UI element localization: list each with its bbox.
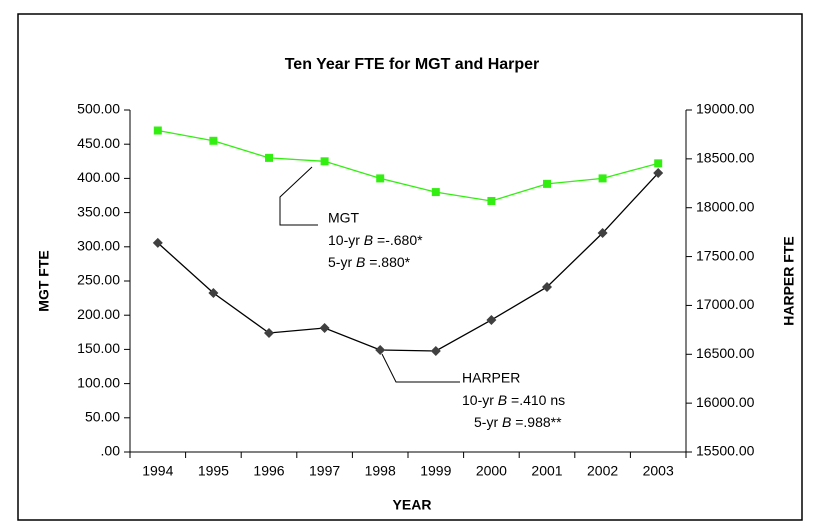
annotation-symbol: B xyxy=(498,392,507,408)
x-tick-label: 2002 xyxy=(587,463,618,479)
annotation-text: 10-yr xyxy=(462,392,498,408)
y2-tick-label: 16000.00 xyxy=(696,394,755,410)
series-line xyxy=(157,172,659,352)
marker xyxy=(542,281,552,292)
x-tick-label: 1994 xyxy=(142,463,173,479)
marker xyxy=(653,168,664,179)
annotation-line: 10-yr B =.410 ns xyxy=(462,392,565,408)
marker xyxy=(487,196,496,205)
y-tick-label: 100.00 xyxy=(77,374,120,390)
annotation-line: 5-yr B =.880* xyxy=(328,254,411,270)
leader-line xyxy=(279,166,318,226)
marker xyxy=(431,188,440,197)
annotation-text: 5-yr xyxy=(474,414,502,430)
y2-axis-label: HARPER FTE xyxy=(781,236,797,325)
chart-title: Ten Year FTE for MGT and Harper xyxy=(285,56,540,73)
annotation-text: 10-yr xyxy=(328,232,364,248)
x-tick-label: 1996 xyxy=(253,463,284,479)
marker xyxy=(152,237,163,248)
marker xyxy=(597,228,608,239)
annotation-symbol: B xyxy=(356,254,365,270)
marker xyxy=(319,323,330,334)
y-tick-label: 400.00 xyxy=(77,169,120,185)
x-tick-label: 1999 xyxy=(420,463,451,479)
y2-tick-label: 19000.00 xyxy=(696,101,755,117)
marker xyxy=(654,159,663,168)
annotation-symbol: B xyxy=(502,414,511,430)
marker xyxy=(376,174,385,183)
marker xyxy=(598,174,607,183)
annotation-symbol: B xyxy=(364,232,373,248)
y2-tick-label: 18500.00 xyxy=(696,150,755,166)
marker xyxy=(208,288,219,299)
marker xyxy=(430,345,441,356)
y2-tick-label: 17000.00 xyxy=(696,296,755,312)
marker xyxy=(543,179,551,188)
annotation-line: 5-yr B =.988** xyxy=(474,414,562,430)
y2-tick-label: 18000.00 xyxy=(696,198,755,214)
y-tick-label: 50.00 xyxy=(85,409,120,425)
y-tick-label: 350.00 xyxy=(77,203,120,219)
x-axis-label: YEAR xyxy=(393,497,432,513)
annotation-text: =.988** xyxy=(511,414,562,430)
annotation-line: 10-yr B =-.680* xyxy=(328,232,423,248)
marker xyxy=(153,126,162,135)
marker xyxy=(320,157,329,166)
annotation-text: =.410 ns xyxy=(507,392,565,408)
annotation-text: =-.680* xyxy=(373,232,423,248)
marker xyxy=(375,344,386,355)
marker xyxy=(265,153,273,162)
annotation-text: 5-yr xyxy=(328,254,356,270)
x-tick-label: 1998 xyxy=(365,463,396,479)
leader-line xyxy=(381,353,460,383)
y2-tick-label: 17500.00 xyxy=(696,247,755,263)
x-tick-label: 2000 xyxy=(476,463,507,479)
y2-tick-label: 15500.00 xyxy=(696,443,755,459)
y-tick-label: 150.00 xyxy=(77,340,120,356)
annotation-text: =.880* xyxy=(365,254,410,270)
marker xyxy=(486,314,497,325)
x-tick-label: 1997 xyxy=(309,463,340,479)
annotation-title: MGT xyxy=(328,210,360,226)
y2-tick-label: 16500.00 xyxy=(696,345,755,361)
marker xyxy=(209,136,218,145)
y-tick-label: 300.00 xyxy=(77,238,120,254)
x-tick-label: 2001 xyxy=(531,463,562,479)
y-tick-label: .00 xyxy=(101,443,121,459)
y-tick-label: 450.00 xyxy=(77,135,120,151)
annotation-title: HARPER xyxy=(462,370,520,386)
y-axis-label: MGT FTE xyxy=(36,250,52,311)
x-tick-label: 2003 xyxy=(643,463,674,479)
x-tick-label: 1995 xyxy=(198,463,229,479)
y-tick-label: 500.00 xyxy=(77,101,120,117)
y-tick-label: 250.00 xyxy=(77,272,120,288)
series-line xyxy=(157,129,659,202)
marker xyxy=(264,327,274,338)
y-tick-label: 200.00 xyxy=(77,306,120,322)
chart-frame xyxy=(17,13,803,521)
